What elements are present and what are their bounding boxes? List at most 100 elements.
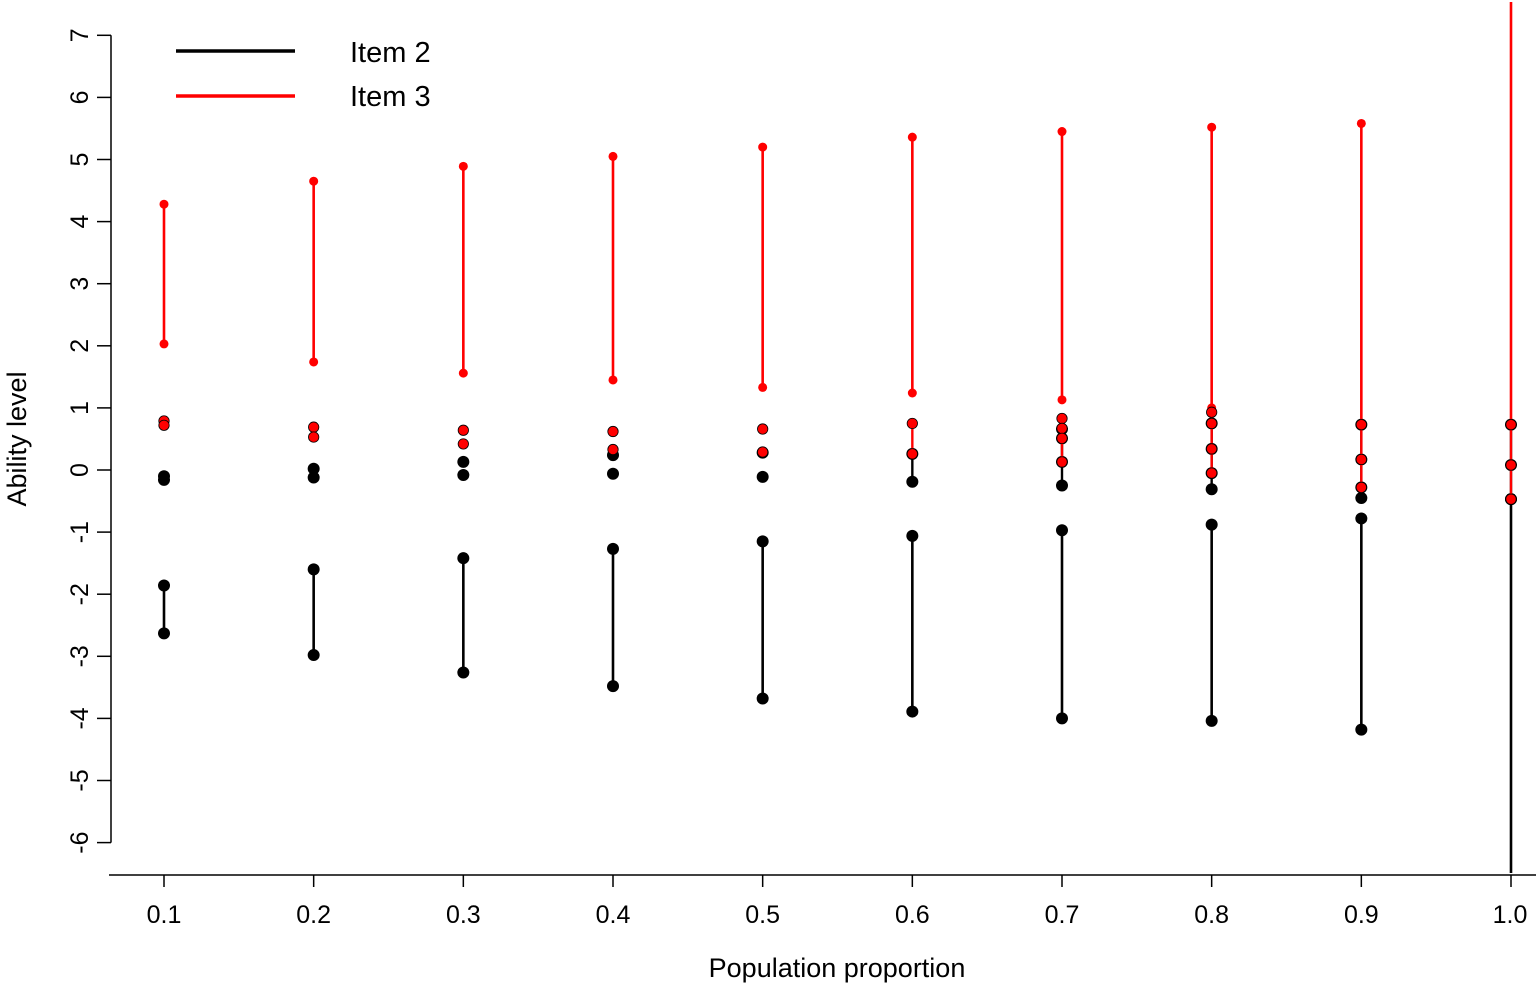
x-tick-label: 0.3 [446,901,481,929]
data-point [906,448,918,460]
data-point [1206,406,1218,418]
y-tick-label: 1 [66,401,94,415]
legend-label-item-3: Item 3 [350,81,431,113]
x-tick-label: 0.4 [596,901,631,929]
data-point [158,419,170,431]
x-axis-title: Population proportion [709,953,966,983]
data-point [1206,417,1218,430]
interval-endpoint [1205,518,1218,531]
x-tick-label: 0.8 [1194,901,1229,929]
data-point [1206,467,1218,479]
x-tick-label: 0.7 [1045,901,1080,929]
data-point [1355,491,1368,504]
legend-label-item-2: Item 2 [350,37,431,69]
interval-endpoint [758,382,768,392]
plot-area [158,2,1517,873]
data-point [757,446,769,458]
data-point [607,425,619,438]
interval-endpoint [159,339,169,349]
data-point [457,424,469,436]
y-tick-label: 4 [66,215,94,229]
y-axis: -6 -5 -4 -3 -2 -1 0 1 2 3 4 5 6 7 [66,28,112,854]
data-point [1056,479,1068,492]
data-point [308,431,320,443]
interval-endpoint [608,151,618,161]
data-point [1355,481,1367,493]
legend: Item 2 Item 3 [176,37,431,113]
data-point [1056,412,1068,425]
data-point [307,462,320,475]
x-tick-label: 0.6 [895,901,930,929]
data-point [756,470,769,483]
interval-endpoint [607,680,619,693]
data-point [906,417,918,430]
interval-endpoint [1057,127,1067,137]
series-item-2 [158,417,1517,873]
interval-endpoint [607,542,619,555]
interval-endpoint [457,666,470,679]
data-point [1056,456,1068,468]
y-tick-label: -3 [66,645,94,667]
interval-endpoint [1056,712,1068,725]
interval-endpoint [158,627,170,640]
interval-endpoint [458,161,468,171]
y-tick-label: 5 [66,153,94,167]
x-axis: 0.1 0.2 0.3 0.4 0.5 0.6 0.7 0.8 0.9 1.0 [109,874,1536,929]
data-point [906,475,919,488]
x-tick-label: 0.1 [147,901,182,929]
x-tick-label: 1.0 [1493,901,1528,929]
data-point [1056,422,1068,434]
data-point [158,473,170,486]
series-item-3 [158,2,1517,505]
data-point [1355,419,1367,431]
interval-endpoint [1355,723,1368,736]
interval-endpoint [1205,714,1218,727]
interval-endpoint [756,692,769,705]
y-tick-label: 0 [66,463,94,477]
interval-endpoint [758,142,768,152]
interval-endpoint [309,357,319,367]
y-tick-label: -5 [66,769,94,791]
data-point [757,423,769,435]
interval-endpoint [1356,118,1366,128]
interval-endpoint [309,176,319,186]
interval-endpoint [458,368,468,378]
y-tick-label: -6 [66,831,94,853]
interval-endpoint [307,649,320,662]
interval-endpoint [457,552,470,565]
interval-endpoint [1057,395,1067,405]
y-tick-label: 3 [66,277,94,291]
data-point [1056,432,1068,444]
y-tick-label: 7 [66,28,94,42]
data-point [457,468,470,481]
interval-endpoint [1207,122,1217,132]
data-point [1206,443,1218,455]
data-point [1505,459,1517,471]
y-tick-label: 2 [66,339,94,353]
data-point [607,443,619,456]
x-tick-label: 0.5 [745,901,780,929]
interval-endpoint [1355,512,1368,525]
interval-endpoint [906,529,919,542]
y-tick-label: -4 [66,707,94,729]
x-tick-label: 0.9 [1344,901,1379,929]
interval-endpoint [907,132,917,142]
y-axis-title: Ability level [2,371,32,506]
x-tick-label: 0.2 [296,901,331,929]
interval-endpoint [608,375,618,385]
interval-endpoint [756,535,769,548]
interval-endpoint [307,563,320,576]
interval-endpoint [158,579,170,592]
data-point [457,455,470,468]
data-point [1505,493,1517,505]
y-tick-label: -2 [66,583,94,605]
interval-endpoint [159,199,169,209]
data-point [308,421,320,433]
interval-endpoint [907,388,917,398]
data-point [457,438,469,450]
data-point [607,467,619,480]
interval-endpoint [1056,524,1068,537]
data-point [1205,483,1218,496]
interval-endpoint [906,705,919,718]
